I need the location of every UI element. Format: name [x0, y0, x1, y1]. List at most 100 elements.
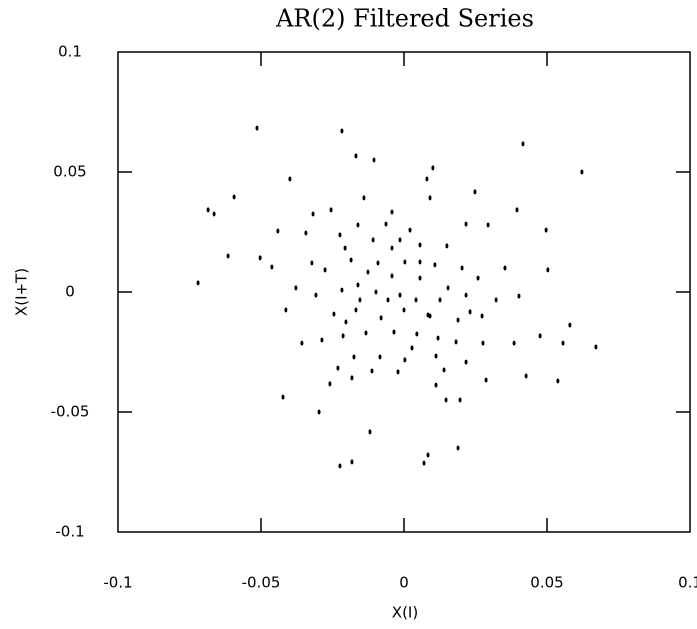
- point: [425, 176, 429, 182]
- point: [368, 429, 372, 435]
- point: [294, 285, 298, 291]
- point: [288, 176, 292, 182]
- point: [521, 141, 525, 147]
- point: [372, 157, 376, 163]
- point: [431, 165, 435, 171]
- point: [338, 232, 342, 238]
- point: [480, 313, 484, 319]
- point: [396, 369, 400, 375]
- point: [366, 269, 370, 275]
- point: [378, 354, 382, 360]
- point: [544, 227, 548, 233]
- y-axis-title: X(I+T): [13, 268, 31, 316]
- point: [343, 245, 347, 251]
- point: [418, 259, 422, 265]
- point: [503, 265, 507, 271]
- point: [415, 331, 419, 337]
- point: [568, 322, 572, 328]
- point: [354, 307, 358, 313]
- point: [314, 292, 318, 298]
- y-tick-label: 0: [65, 283, 75, 301]
- point: [390, 209, 394, 215]
- point: [426, 312, 430, 318]
- point: [300, 340, 304, 346]
- point: [390, 245, 394, 251]
- point: [433, 262, 437, 268]
- point: [276, 228, 280, 234]
- point: [374, 289, 378, 295]
- point: [515, 207, 519, 213]
- point: [436, 335, 440, 341]
- point: [390, 273, 394, 279]
- point: [281, 394, 285, 400]
- point: [212, 211, 216, 217]
- point: [350, 459, 354, 465]
- point: [376, 260, 380, 266]
- point: [434, 353, 438, 359]
- point: [524, 373, 528, 379]
- point: [446, 285, 450, 291]
- point: [304, 230, 308, 236]
- point: [320, 337, 324, 343]
- point: [344, 319, 348, 325]
- point: [310, 260, 314, 266]
- point: [371, 237, 375, 243]
- point: [464, 221, 468, 227]
- x-tick-label: 0: [399, 574, 409, 592]
- point: [556, 378, 560, 384]
- point: [403, 259, 407, 265]
- point: [226, 253, 230, 259]
- point: [358, 297, 362, 303]
- point: [356, 222, 360, 228]
- point: [464, 359, 468, 365]
- point: [418, 242, 422, 248]
- point: [402, 307, 406, 313]
- point: [414, 297, 418, 303]
- point: [323, 267, 327, 273]
- y-tick-label: 0.05: [53, 163, 86, 181]
- point: [398, 292, 402, 298]
- x-tick-label: 0.05: [530, 574, 563, 592]
- point: [328, 381, 332, 387]
- point: [364, 330, 368, 336]
- point: [350, 375, 354, 381]
- point: [311, 211, 315, 217]
- point: [422, 460, 426, 466]
- point: [352, 354, 356, 360]
- point: [392, 329, 396, 335]
- x-tick-label: -0.05: [242, 574, 281, 592]
- point: [408, 227, 412, 233]
- point: [410, 345, 414, 351]
- chart-title: AR(2) Filtered Series: [275, 5, 534, 33]
- point: [349, 257, 353, 263]
- point: [454, 339, 458, 345]
- point: [580, 169, 584, 175]
- point: [258, 255, 262, 261]
- point: [341, 333, 345, 339]
- x-axis-title: X(I): [392, 604, 418, 622]
- point: [468, 309, 472, 315]
- y-tick-label: -0.05: [51, 403, 90, 421]
- point: [418, 275, 422, 281]
- plot-frame: [117, 51, 691, 533]
- point: [379, 315, 383, 321]
- point: [384, 221, 388, 227]
- point: [444, 397, 448, 403]
- point: [206, 207, 210, 213]
- point: [434, 382, 438, 388]
- point: [336, 365, 340, 371]
- point: [362, 195, 366, 201]
- point: [538, 333, 542, 339]
- point: [473, 189, 477, 195]
- x-tick-label: 0.1: [678, 574, 697, 592]
- point: [484, 377, 488, 383]
- point: [398, 237, 402, 243]
- point: [481, 340, 485, 346]
- point: [403, 357, 407, 363]
- point: [456, 317, 460, 323]
- x-tick-label: -0.1: [103, 574, 132, 592]
- y-tick-label: -0.1: [55, 523, 84, 541]
- point: [356, 282, 360, 288]
- point: [370, 368, 374, 374]
